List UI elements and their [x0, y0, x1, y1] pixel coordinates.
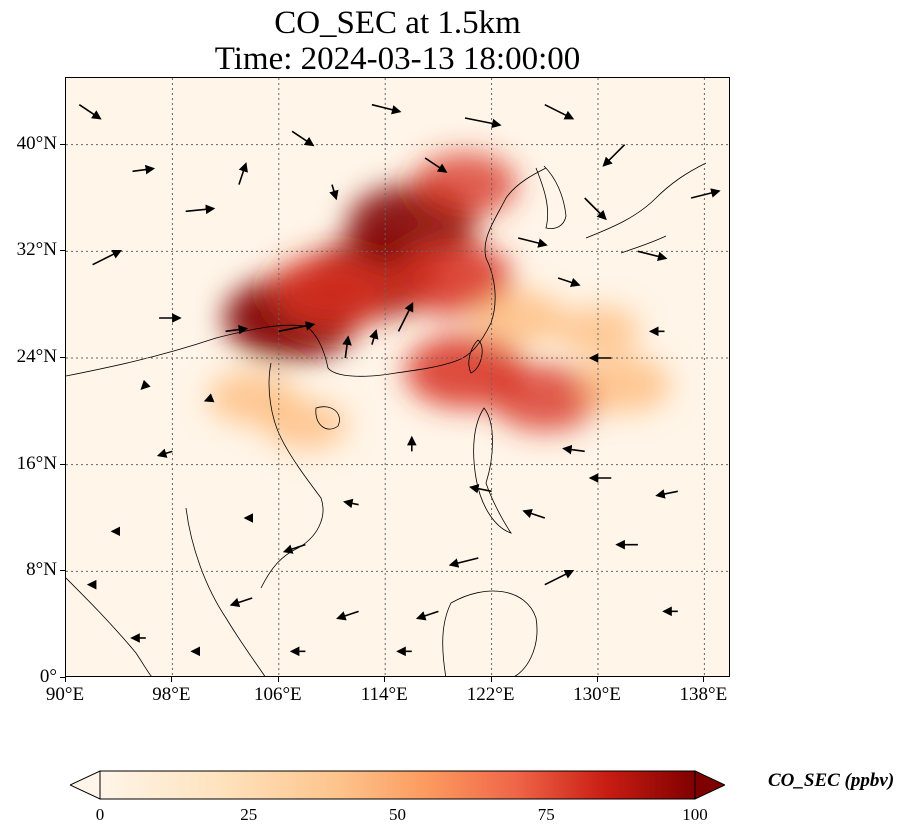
wind-arrow	[369, 329, 379, 345]
map-title: CO_SEC at 1.5km	[274, 5, 521, 41]
wind-arrow	[203, 393, 215, 403]
wind-arrow	[132, 164, 156, 175]
latitude-tick-mark	[60, 463, 65, 465]
wind-arrow	[584, 197, 607, 221]
longitude-tick-label: 106°E	[253, 684, 302, 705]
wind-arrow	[522, 508, 546, 519]
longitude-tick-mark	[171, 677, 173, 682]
wind-arrow	[278, 321, 316, 333]
wind-arrow	[225, 324, 249, 335]
wind-arrow	[464, 117, 502, 129]
wind-arrow	[282, 543, 306, 554]
longitude-tick-mark	[277, 677, 279, 682]
colorbar-tick-label: 75	[537, 805, 555, 824]
latitude-tick-mark	[60, 357, 65, 358]
japan-islands	[585, 162, 707, 254]
wind-arrow	[518, 237, 548, 248]
wind-arrow	[637, 250, 668, 262]
luzon-island	[473, 407, 512, 534]
latitude-tick-mark	[60, 143, 65, 145]
colorbar-tick-label: 50	[389, 805, 406, 824]
longitude-tick-mark	[65, 677, 66, 682]
co-plume	[556, 305, 640, 357]
wind-arrow	[544, 103, 575, 120]
latitude-tick-mark	[60, 250, 65, 252]
longitude-tick-label: 98°E	[152, 684, 191, 705]
hainan-island	[315, 406, 340, 430]
wind-arrow	[140, 379, 151, 390]
wind-arrow	[343, 498, 359, 509]
wind-arrow	[78, 104, 102, 120]
wind-arrow	[415, 610, 439, 621]
colorbar	[70, 770, 725, 800]
wind-arrow	[371, 103, 402, 115]
co-plume	[472, 290, 565, 346]
colorbar-title: CO_SEC (ppbv)	[768, 770, 895, 791]
wind-vectors	[78, 103, 721, 657]
wind-arrow	[602, 144, 626, 167]
colorbar-extend-high	[694, 770, 725, 800]
wind-arrow	[329, 184, 339, 201]
co-plume	[164, 470, 234, 513]
colorbar-extend-low	[70, 770, 101, 800]
longitude-tick-label: 138°E	[679, 684, 728, 705]
wind-arrow	[92, 249, 123, 266]
wind-arrow	[238, 162, 248, 185]
sumatra-island	[66, 577, 152, 676]
latitude-tick-label: 40°N	[16, 132, 57, 154]
wind-arrow	[229, 597, 253, 608]
wind-arrow	[342, 335, 352, 359]
co-plume	[391, 241, 512, 315]
wind-arrow	[544, 569, 575, 586]
colorbar-tick-label: 100	[682, 805, 708, 824]
wind-arrow	[557, 277, 581, 288]
wind-arrow	[185, 204, 216, 215]
wind-arrow	[469, 483, 492, 494]
latitude-tick-label: 16°N	[16, 452, 57, 474]
wind-arrow	[424, 157, 448, 173]
colorbar-tick-label: 0	[95, 805, 105, 824]
longitude-tick-mark	[490, 677, 492, 682]
wind-arrow	[562, 444, 585, 455]
latitude-tick-label: 24°N	[16, 346, 57, 367]
map-panel	[65, 77, 730, 677]
colorbar-gradient	[99, 770, 696, 800]
longitude-tick-mark	[703, 677, 705, 682]
co-plume	[578, 356, 671, 413]
mainland-coastline	[66, 167, 547, 377]
co-plume	[490, 365, 599, 431]
wind-arrow	[291, 130, 315, 147]
longitude-tick-label: 90°E	[45, 684, 85, 705]
longitude-tick-label: 122°E	[466, 684, 515, 705]
wind-arrow	[336, 610, 359, 621]
co-plume	[263, 399, 348, 451]
co-concentration-field	[164, 152, 671, 513]
latitude-tick-label: 0°	[39, 666, 57, 687]
latitude-tick-label: 8°N	[26, 559, 57, 581]
wind-arrow	[397, 301, 414, 332]
longitude-tick-mark	[384, 677, 386, 682]
longitude-tick-mark	[597, 677, 598, 682]
coastlines	[66, 162, 707, 676]
taiwan-island	[468, 339, 483, 374]
wind-arrow	[655, 489, 678, 499]
map-canvas	[66, 78, 729, 676]
latitude-tick-label: 32°N	[16, 239, 57, 261]
indochina-coastline	[260, 362, 324, 589]
co-plume	[270, 253, 394, 330]
wind-arrow	[156, 448, 173, 458]
wind-arrow	[690, 188, 721, 199]
colorbar-tick-label: 25	[240, 805, 258, 824]
map-subtitle-time: Time: 2024-03-13 18:00:00	[214, 41, 581, 77]
latitude-tick-mark	[60, 677, 65, 678]
latitude-tick-mark	[60, 570, 65, 572]
longitude-tick-label: 114°E	[360, 684, 408, 705]
borneo-island	[442, 590, 538, 676]
wind-arrow	[448, 557, 479, 568]
korea-peninsula	[535, 165, 567, 229]
longitude-tick-label: 130°E	[573, 684, 621, 705]
malay-peninsula-coastline	[185, 507, 266, 676]
lat-lon-gridlines	[66, 78, 729, 676]
